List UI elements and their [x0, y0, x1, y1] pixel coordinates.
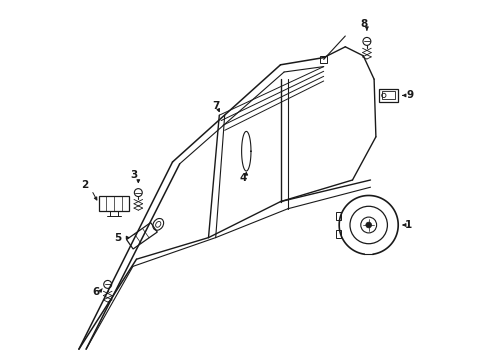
Text: 2: 2: [81, 180, 88, 190]
Text: 7: 7: [212, 101, 219, 111]
Text: 1: 1: [404, 220, 411, 230]
Text: 9: 9: [406, 90, 413, 100]
Text: 5: 5: [114, 233, 121, 243]
Text: 6: 6: [92, 287, 100, 297]
Circle shape: [365, 222, 371, 228]
Text: 3: 3: [130, 170, 137, 180]
Text: 8: 8: [360, 19, 367, 30]
Text: 4: 4: [239, 173, 246, 183]
